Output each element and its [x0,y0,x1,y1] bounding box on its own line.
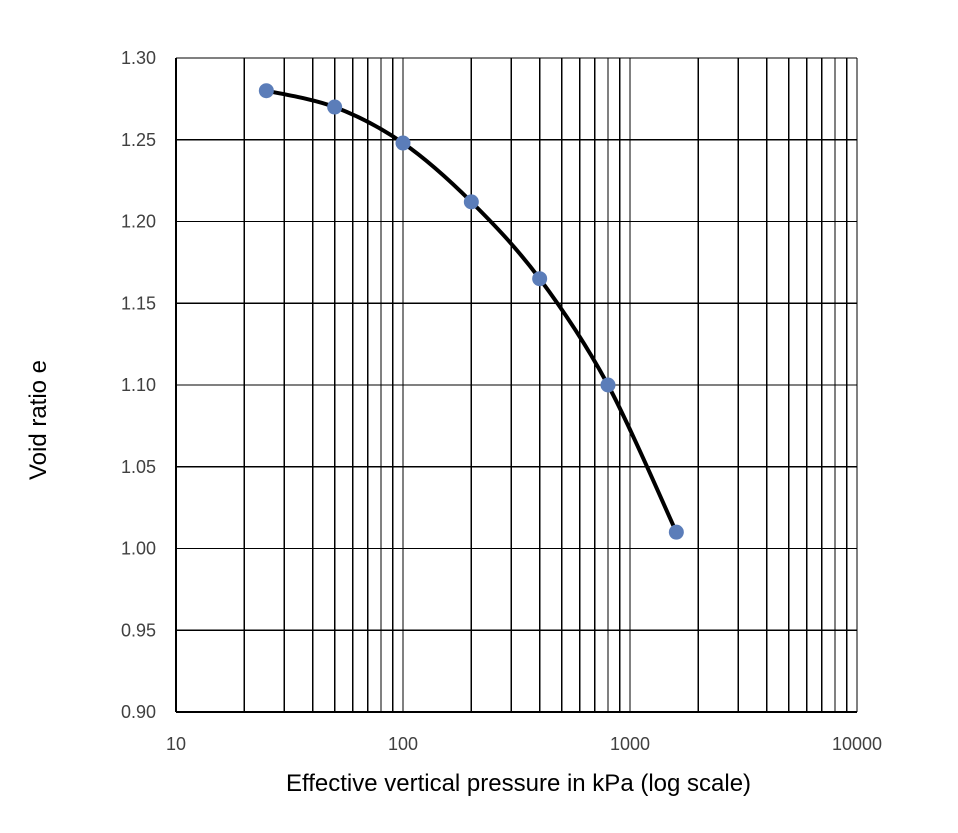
x-tick-label: 10000 [832,734,882,754]
data-point [668,524,684,540]
y-tick-label: 0.90 [121,702,156,722]
y-axis-title: Void ratio e [25,360,52,480]
data-point [258,83,274,99]
x-tick-label: 10 [166,734,186,754]
data-point [327,99,343,115]
y-tick-label: 1.05 [121,457,156,477]
x-tick-label: 100 [388,734,418,754]
y-tick-labels: 0.90 0.95 1.00 1.05 1.10 1.15 1.20 1.25 1.30 [121,48,156,722]
y-tick-label: 1.00 [121,539,156,559]
data-point [395,135,411,151]
data-series [258,83,684,540]
y-tick-label: 0.95 [121,620,156,640]
x-axis-title: Effective vertical pressure in kPa (log … [286,770,751,797]
y-tick-label: 1.15 [121,293,156,313]
y-tick-label: 1.25 [121,130,156,150]
x-tick-labels: 10 100 1000 10000 [166,734,882,754]
axes [175,58,857,713]
grid-lines [175,57,858,713]
data-point [463,194,479,210]
y-tick-label: 1.10 [121,375,156,395]
y-tick-label: 1.20 [121,212,156,232]
data-point [600,377,616,393]
y-tick-label: 1.30 [121,48,156,68]
data-point [532,271,548,287]
x-tick-label: 1000 [610,734,650,754]
